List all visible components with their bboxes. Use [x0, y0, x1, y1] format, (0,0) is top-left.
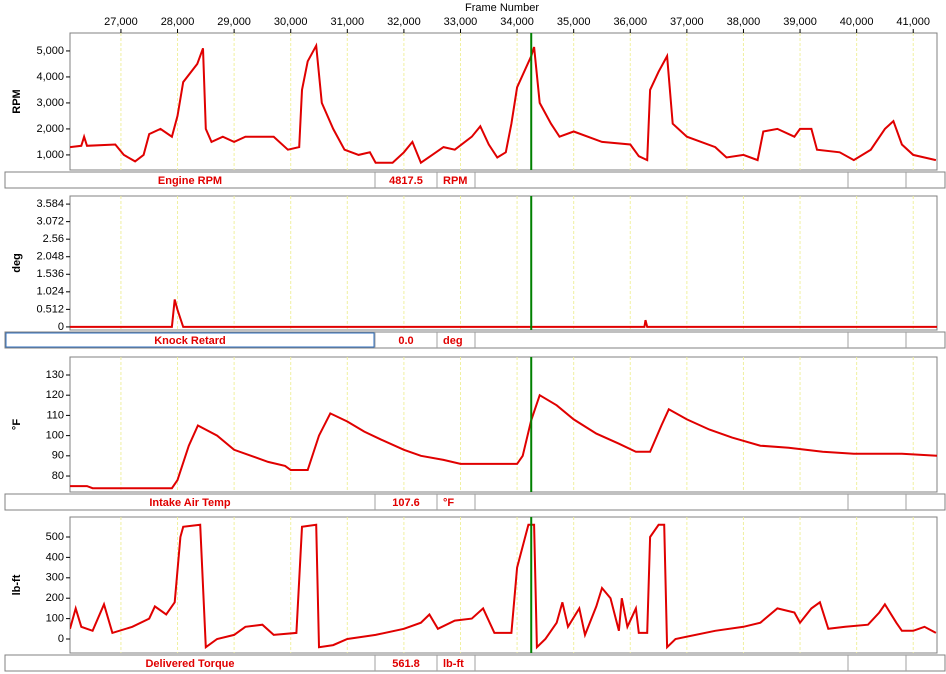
- x-tick-label: 37,000: [670, 16, 704, 28]
- unit: °F: [443, 497, 454, 509]
- x-tick-label: 38,000: [727, 16, 761, 28]
- x-tick-label: 40,000: [840, 16, 874, 28]
- status-bar: Intake Air Temp 107.6 °F: [4, 493, 946, 511]
- y-axis-label: °F: [11, 419, 23, 430]
- x-tick-label: 30,000: [274, 16, 308, 28]
- y-tick-label: 1,000: [36, 149, 64, 161]
- cursor-readout: 4817.5: [389, 175, 423, 187]
- x-tick-label: 29,000: [217, 16, 251, 28]
- y-tick-label: 2,000: [36, 123, 64, 135]
- y-tick-label: 100: [46, 430, 64, 442]
- y-tick-label: 1.536: [36, 268, 64, 280]
- y-tick-label: 130: [46, 369, 64, 381]
- series-name: Knock Retard: [154, 335, 226, 347]
- x-tick-label: 32,000: [387, 16, 421, 28]
- y-axis-label: RPM: [11, 89, 23, 113]
- y-tick-label: 1.024: [36, 286, 64, 298]
- y-tick-label: 500: [46, 531, 64, 543]
- plot-area: [69, 516, 938, 654]
- plot-area: [69, 356, 938, 493]
- unit: deg: [443, 335, 463, 347]
- data-line: [70, 42, 937, 165]
- status-bar: Delivered Torque 561.8 lb-ft: [4, 654, 946, 672]
- y-tick-label: 0.512: [36, 303, 64, 315]
- x-tick-label: 31,000: [330, 16, 364, 28]
- y-tick-label: 3.584: [36, 198, 64, 210]
- y-tick-label: 200: [46, 592, 64, 604]
- cursor-readout: 107.6: [392, 497, 420, 509]
- data-line: [70, 299, 937, 328]
- y-axis-label: lb-ft: [11, 574, 23, 595]
- y-tick-label: 400: [46, 551, 64, 563]
- y-tick-label: 3,000: [36, 97, 64, 109]
- y-tick-label: 110: [46, 409, 64, 421]
- y-tick-label: 300: [46, 572, 64, 584]
- x-tick-label: 35,000: [557, 16, 591, 28]
- x-tick-label: 27,000: [104, 16, 138, 28]
- series-name: Delivered Torque: [145, 658, 234, 670]
- x-tick-label: 34,000: [500, 16, 534, 28]
- y-tick-label: 5,000: [36, 45, 64, 57]
- y-tick-label: 2.56: [43, 233, 64, 245]
- series-name: Engine RPM: [158, 175, 222, 187]
- y-tick-label: 2.048: [36, 251, 64, 263]
- y-tick-label: 0: [58, 321, 64, 333]
- status-bar: Knock Retard 0.0 deg: [4, 331, 946, 349]
- x-tick-label: 39,000: [783, 16, 817, 28]
- data-line: [70, 393, 937, 490]
- x-tick-label: 41,000: [896, 16, 930, 28]
- y-tick-label: 0: [58, 633, 64, 645]
- unit: RPM: [443, 175, 467, 187]
- y-tick-label: 4,000: [36, 71, 64, 83]
- data-line: [70, 523, 937, 650]
- x-tick-label: 33,000: [444, 16, 478, 28]
- chart-title: Frame Number: [465, 2, 539, 14]
- series-name: Intake Air Temp: [149, 497, 231, 509]
- plot-area: [69, 195, 938, 331]
- y-tick-label: 80: [52, 470, 64, 482]
- status-bar: Engine RPM 4817.5 RPM: [4, 171, 946, 189]
- y-tick-label: 90: [52, 450, 64, 462]
- cursor-readout: 561.8: [392, 658, 420, 670]
- y-tick-label: 100: [46, 613, 64, 625]
- x-tick-label: 36,000: [613, 16, 647, 28]
- status-focus: [5, 332, 375, 348]
- y-tick-label: 3.072: [36, 216, 64, 228]
- cursor-readout: 0.0: [398, 335, 413, 347]
- unit: lb-ft: [443, 658, 464, 670]
- x-tick-label: 28,000: [161, 16, 195, 28]
- y-tick-label: 120: [46, 389, 64, 401]
- plot-area: [69, 32, 938, 171]
- y-axis-label: deg: [11, 253, 23, 273]
